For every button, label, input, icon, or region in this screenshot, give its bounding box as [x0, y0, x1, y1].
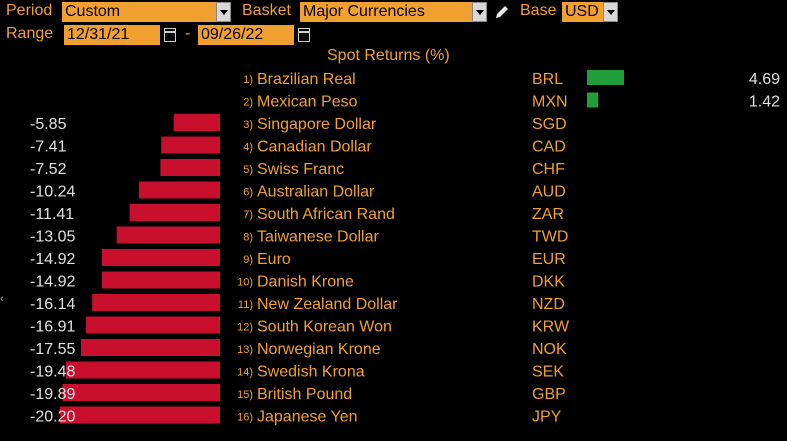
rank-label: 8)	[243, 232, 253, 244]
value-label: -7.52	[30, 161, 67, 178]
currency-code: EUR	[532, 251, 566, 268]
value-label: -11.41	[30, 206, 74, 223]
bar-negative	[161, 137, 220, 154]
currency-code: DKK	[532, 274, 565, 291]
currency-code: KRW	[532, 319, 570, 336]
bar-negative	[62, 384, 220, 401]
currency-name: Brazilian Real	[257, 71, 356, 88]
bar-negative	[117, 227, 220, 244]
currency-code: ZAR	[532, 206, 564, 223]
bar-negative	[102, 272, 220, 289]
bar-negative	[66, 362, 220, 379]
rank-label: 10)	[237, 277, 253, 289]
rank-label: 4)	[243, 142, 253, 154]
rank-label: 5)	[243, 164, 253, 176]
bar-negative	[86, 317, 220, 334]
value-label: -16.14	[30, 296, 75, 313]
currency-code: JPY	[532, 409, 562, 426]
currency-name: Swedish Krona	[257, 364, 365, 381]
bar-negative	[160, 159, 220, 176]
rank-label: 7)	[243, 209, 253, 221]
rank-label: 12)	[237, 322, 253, 334]
value-label: 4.69	[749, 71, 780, 88]
value-label: -13.05	[30, 229, 75, 246]
rank-label: 2)	[243, 97, 253, 109]
currency-code: SEK	[532, 364, 564, 381]
currency-code: TWD	[532, 229, 568, 246]
rank-label: 6)	[243, 187, 253, 199]
bar-negative	[81, 339, 220, 356]
currency-code: BRL	[532, 71, 563, 88]
currency-code: SGD	[532, 116, 567, 133]
currency-name: Japanese Yen	[257, 409, 358, 426]
value-label: -16.91	[30, 319, 75, 336]
currency-name: Danish Krone	[257, 274, 354, 291]
currency-name: Swiss Franc	[257, 161, 344, 178]
currency-code: NOK	[532, 341, 567, 358]
rank-label: 16)	[237, 412, 253, 424]
bar-negative	[139, 182, 220, 199]
value-label: -17.55	[30, 341, 75, 358]
rank-label: 14)	[237, 367, 253, 379]
currency-name: South Korean Won	[257, 319, 392, 336]
bar-negative	[102, 249, 220, 266]
rank-label: 13)	[237, 344, 253, 356]
currency-name: British Pound	[257, 386, 352, 403]
value-label: -5.85	[30, 116, 67, 133]
currency-name: Euro	[257, 251, 291, 268]
value-label: -14.92	[30, 274, 75, 291]
rank-label: 9)	[243, 254, 253, 266]
bar-positive	[587, 70, 624, 85]
value-label: -20.20	[30, 409, 75, 426]
currency-code: CAD	[532, 139, 566, 156]
bar-negative	[60, 407, 220, 424]
currency-code: CHF	[532, 161, 565, 178]
value-label: -19.48	[30, 364, 75, 381]
currency-name: Singapore Dollar	[257, 116, 377, 133]
bar-positive	[587, 93, 598, 108]
currency-name: New Zealand Dollar	[257, 296, 398, 313]
rank-label: 3)	[243, 119, 253, 131]
value-label: -10.24	[30, 184, 75, 201]
value-label: -7.41	[30, 139, 67, 156]
currency-name: Norwegian Krone	[257, 341, 381, 358]
currency-code: AUD	[532, 184, 566, 201]
currency-name: Australian Dollar	[257, 184, 375, 201]
currency-name: South African Rand	[257, 206, 395, 223]
rank-label: 11)	[238, 299, 253, 311]
value-label: -19.89	[30, 386, 75, 403]
currency-name: Mexican Peso	[257, 94, 358, 111]
currency-code: GBP	[532, 386, 566, 403]
bar-negative	[92, 294, 220, 311]
currency-code: MXN	[532, 94, 568, 111]
currency-name: Canadian Dollar	[257, 139, 372, 156]
rank-label: 15)	[237, 389, 253, 401]
rank-label: 1)	[243, 74, 253, 86]
currency-name: Taiwanese Dollar	[257, 229, 380, 246]
currency-code: NZD	[532, 296, 565, 313]
value-label: 1.42	[749, 94, 780, 111]
value-label: -14.92	[30, 251, 75, 268]
bar-negative	[130, 204, 220, 221]
bar-negative	[174, 114, 220, 131]
